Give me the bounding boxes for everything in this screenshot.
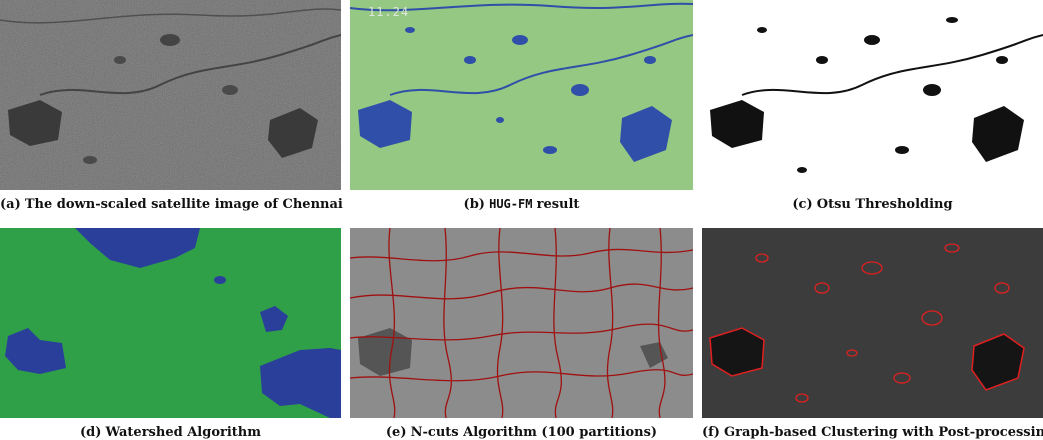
caption-c: (c) Otsu Thresholding [702, 197, 1043, 212]
caption-f-text: Graph-based Clustering with Post-process… [724, 425, 1043, 440]
caption-b-method: HUG-FM [489, 197, 533, 211]
caption-b-label: (b) [463, 197, 485, 212]
otsu-threshold-image [702, 0, 1043, 190]
caption-f-label: (f) [702, 425, 720, 440]
watershed-segmentation [0, 228, 341, 418]
hug-fm-segmentation [350, 0, 693, 190]
panel-f-graph-clustering [702, 228, 1043, 418]
caption-b: (b) HUG-FM result [350, 197, 693, 212]
caption-a-label: (a) [0, 197, 21, 212]
caption-e: (e) N-cuts Algorithm (100 partitions) [350, 425, 693, 440]
graph-clustering-image [702, 228, 1043, 418]
panel-d-watershed [0, 228, 341, 418]
hug-fm-overlay-value: 11.24 [368, 5, 410, 19]
caption-c-text: Otsu Thresholding [816, 197, 953, 212]
ncuts-segmentation [350, 228, 693, 418]
caption-c-label: (c) [792, 197, 813, 212]
caption-d-label: (d) [79, 425, 102, 440]
caption-f: (f) Graph-based Clustering with Post-pro… [702, 425, 1043, 440]
caption-e-label: (e) [385, 425, 407, 440]
caption-d-text: Watershed Algorithm [105, 425, 261, 440]
panel-a-satellite-image [0, 0, 341, 190]
panel-b-hug-fm-result: 11.24 [350, 0, 693, 190]
satellite-image [0, 0, 341, 190]
caption-a-text: The down-scaled satellite image of Chenn… [24, 197, 343, 212]
caption-a: (a) The down-scaled satellite image of C… [0, 197, 343, 212]
caption-e-text: N-cuts Algorithm (100 partitions) [410, 425, 658, 440]
panel-c-otsu [702, 0, 1043, 190]
panel-e-ncuts [350, 228, 693, 418]
caption-d: (d) Watershed Algorithm [0, 425, 341, 440]
caption-b-text: result [536, 197, 580, 212]
